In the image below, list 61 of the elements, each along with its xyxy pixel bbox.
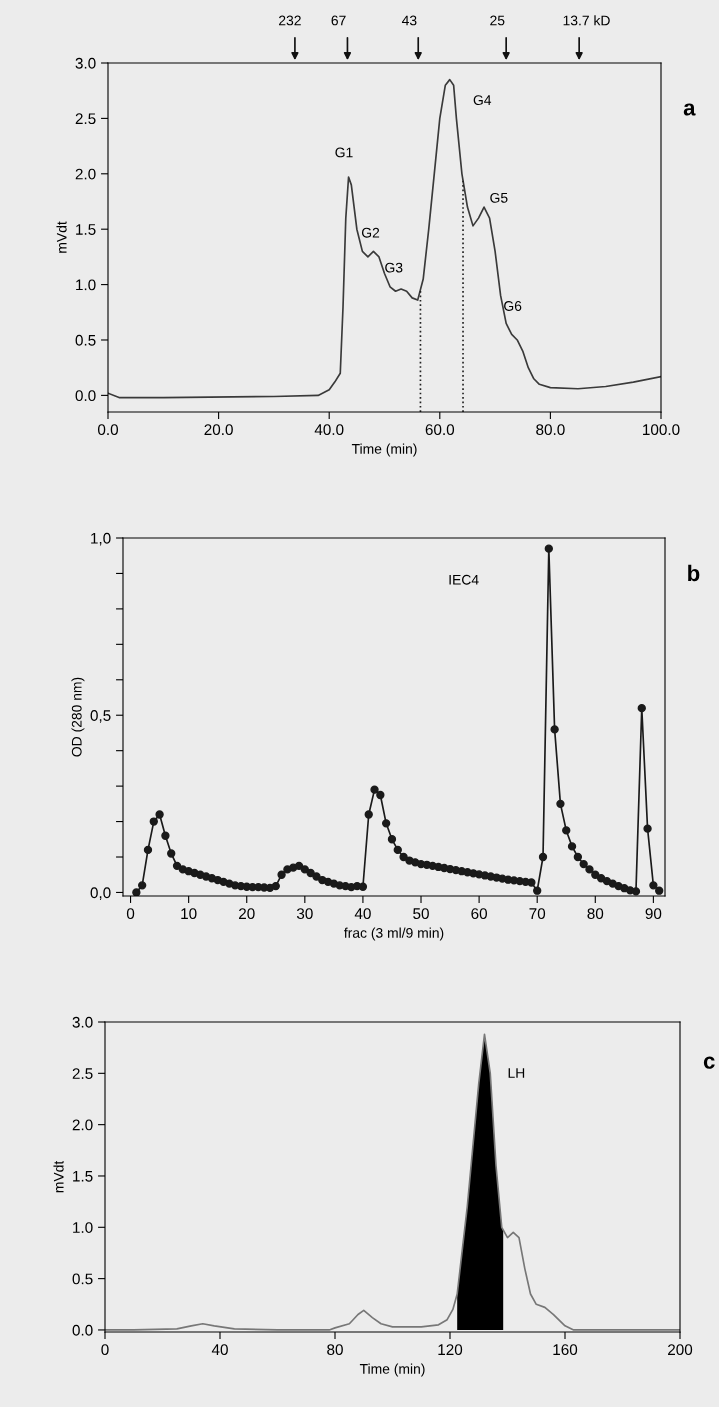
text: c xyxy=(703,1056,715,1069)
x-tick-label: 80 xyxy=(587,908,604,920)
y-tick-label: 2.0 xyxy=(75,168,96,180)
x-tick-label: 70 xyxy=(529,908,546,920)
x-tick-label: 100.0 xyxy=(643,424,680,436)
text: 232 xyxy=(279,15,301,26)
y-tick-label: 0,0 xyxy=(90,887,111,900)
y-tick-label: 0.5 xyxy=(72,1273,93,1285)
annotation: G2 xyxy=(361,227,380,238)
y-tick-label: 2.5 xyxy=(72,1068,93,1080)
y-tick-label: 1.5 xyxy=(76,224,96,235)
y-tick-label: 3.0 xyxy=(75,57,96,69)
y-tick-label: 0.0 xyxy=(75,390,96,402)
text: 13.7 kD xyxy=(563,15,610,26)
x-axis-title: Time (min) xyxy=(359,1363,425,1377)
y-tick-label: 1.0 xyxy=(73,1222,93,1233)
text: 43 xyxy=(401,15,417,26)
x-tick-label: 200 xyxy=(668,1344,693,1356)
annotation: G6 xyxy=(504,301,522,311)
x-tick-label: 50 xyxy=(413,908,429,920)
x-tick-label: 90 xyxy=(645,908,662,920)
annotation: G5 xyxy=(490,192,508,203)
x-tick-label: 40.0 xyxy=(314,424,344,436)
x-axis-title: Time (min) xyxy=(351,443,417,457)
x-tick-label: 40 xyxy=(211,1344,228,1356)
y-axis-title: OD (280 nm) xyxy=(71,677,85,757)
x-tick-label: 30 xyxy=(296,908,313,920)
y-axis-title: mVdt xyxy=(56,221,67,253)
x-tick-label: 80.0 xyxy=(536,424,565,436)
x-tick-label: 0 xyxy=(126,908,135,920)
y-tick-label: 2.0 xyxy=(72,1119,93,1131)
x-tick-label: 80 xyxy=(327,1344,343,1356)
annotation: G1 xyxy=(335,147,353,158)
annotation: IEC4 xyxy=(449,574,479,585)
x-tick-label: 20.0 xyxy=(204,424,233,436)
x-tick-label: 40 xyxy=(354,908,371,920)
text: 67 xyxy=(331,15,346,26)
y-axis-title: mVdt xyxy=(53,1160,64,1193)
y-tick-label: 1.0 xyxy=(76,279,96,291)
x-tick-label: 0 xyxy=(101,1344,109,1356)
y-tick-label: 0.0 xyxy=(72,1324,93,1336)
line-series xyxy=(108,78,661,399)
text: b xyxy=(688,564,700,582)
y-tick-label: 1,0 xyxy=(91,532,111,546)
x-tick-label: 120 xyxy=(438,1344,463,1356)
y-tick-label: 0,5 xyxy=(90,710,111,723)
x-tick-label: 20 xyxy=(239,908,255,920)
y-tick-label: 1.5 xyxy=(73,1171,93,1182)
text: 25 xyxy=(490,15,505,26)
annotation: G3 xyxy=(385,262,403,273)
x-tick-label: 60.0 xyxy=(425,424,455,436)
x-tick-label: 160 xyxy=(553,1344,578,1356)
y-tick-label: 3.0 xyxy=(72,1016,93,1028)
x-tick-label: 60 xyxy=(471,908,488,920)
x-axis-title: frac (3 ml/9 min) xyxy=(344,927,444,941)
annotation: LH xyxy=(508,1068,525,1078)
y-tick-label: 0.5 xyxy=(75,334,96,346)
y-tick-label: 2.5 xyxy=(75,113,96,125)
annotation: G4 xyxy=(473,95,492,106)
x-tick-label: 10 xyxy=(181,908,197,920)
text: a xyxy=(683,103,696,116)
